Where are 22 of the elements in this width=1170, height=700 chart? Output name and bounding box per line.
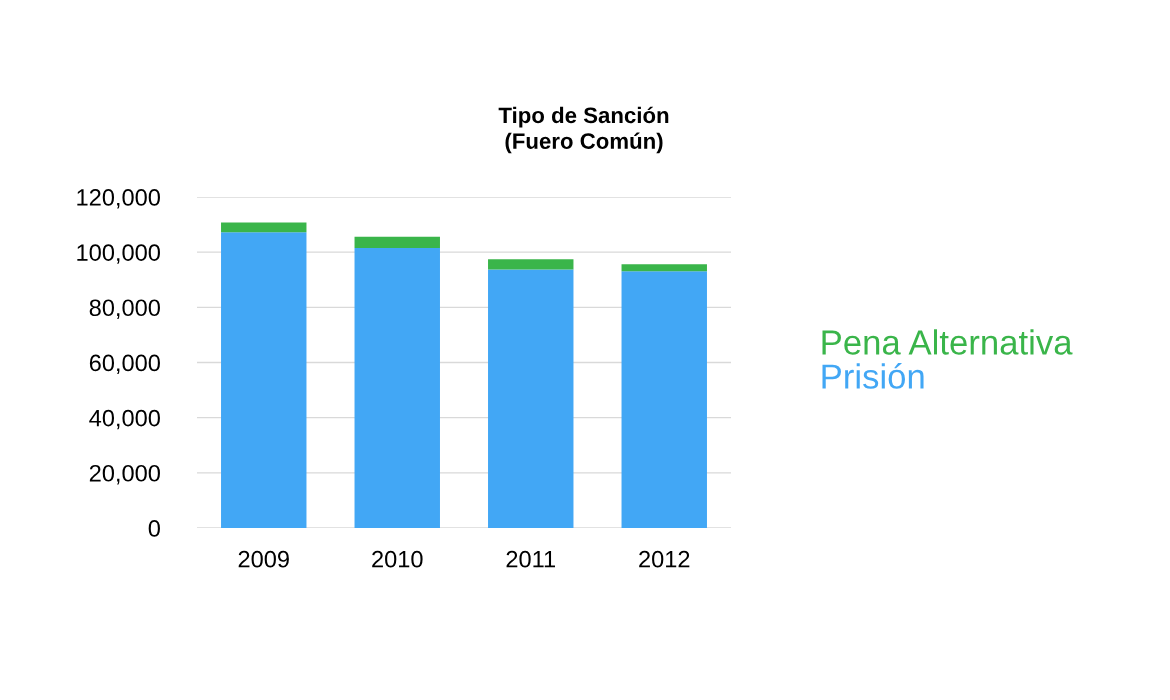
bar: [354, 236, 440, 249]
bar: [354, 248, 440, 528]
x-tick-label: 2010: [372, 550, 423, 568]
y-tick-label: 0: [148, 520, 160, 537]
y-tick-label: 80,000: [89, 299, 160, 319]
bar: [221, 232, 307, 528]
y-tick-label: 60,000: [89, 354, 160, 375]
text: Pena Alternativa: [822, 329, 1073, 355]
bar: [621, 271, 707, 528]
y-tick-label: 20,000: [89, 464, 160, 485]
y-tick-label: 40,000: [89, 409, 160, 430]
bar: [488, 269, 574, 528]
y-tick-label: 100,000: [77, 244, 160, 264]
x-tick-label: 2012: [639, 550, 690, 568]
y-tick-label: 120,000: [77, 189, 160, 209]
bar: [488, 259, 574, 270]
text: Prisión: [822, 362, 924, 389]
x-tick-label: 2011: [506, 550, 555, 568]
bar: [621, 264, 707, 272]
bar: [221, 222, 307, 233]
chart-title: Tipo de Sanción (Fuero Común): [498, 106, 669, 154]
x-tick-label: 2009: [238, 550, 289, 568]
